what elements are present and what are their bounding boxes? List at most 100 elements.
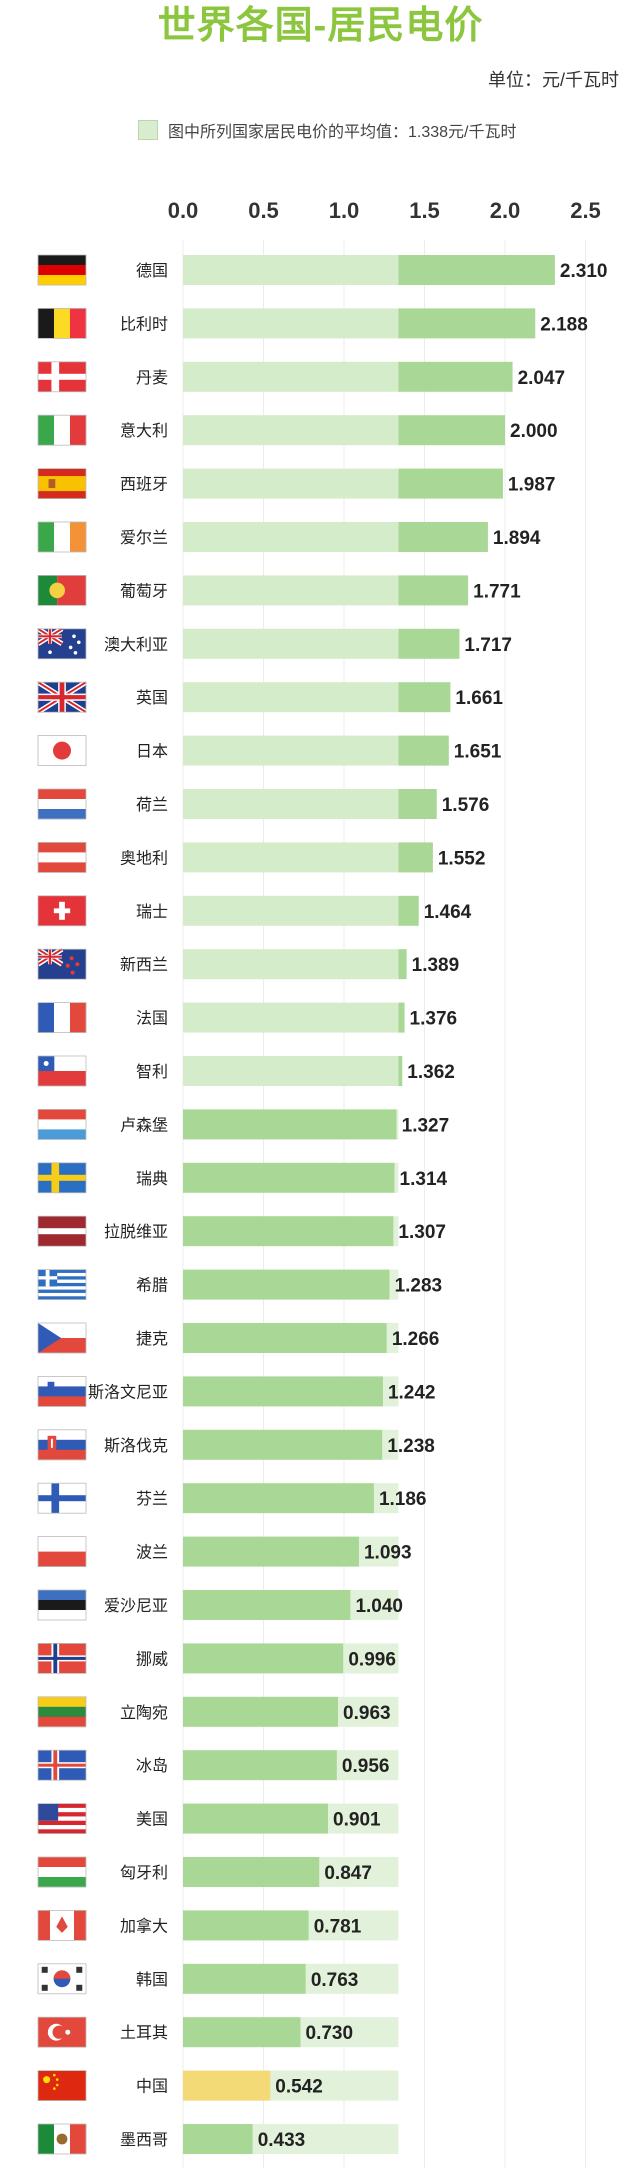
value-label: 0.901	[333, 1810, 381, 1831]
average-band	[343, 1643, 399, 1674]
norway-flag-icon	[37, 1643, 87, 1674]
country-label: 爱沙尼亚	[104, 1597, 168, 1615]
value-label: 1.389	[412, 955, 460, 976]
bar	[398, 308, 536, 339]
bar	[183, 2017, 301, 2048]
legend-label: 图中所列国家居民电价的平均值：1.338元/千瓦时	[168, 124, 517, 141]
estonia-flag-icon	[37, 1589, 87, 1621]
bar	[183, 1376, 383, 1407]
average-band	[394, 1162, 399, 1193]
country-label: 斯洛文尼亚	[88, 1383, 168, 1401]
iceland-flag-icon	[37, 1749, 87, 1781]
country-label: 拉脱维亚	[104, 1223, 168, 1241]
value-label: 1.894	[493, 528, 541, 549]
average-band	[319, 1857, 399, 1887]
bar	[183, 1857, 320, 1887]
mexico-flag-icon	[37, 2123, 87, 2155]
value-label: 1.717	[464, 635, 512, 656]
average-band	[252, 2124, 399, 2154]
china-flag-icon	[37, 2070, 87, 2102]
value-label: 0.433	[258, 2130, 306, 2151]
bar	[183, 1536, 359, 1567]
country-label: 日本	[136, 743, 168, 761]
bar	[183, 1590, 351, 1620]
value-label: 1.040	[355, 1596, 403, 1617]
average-band	[328, 1803, 399, 1834]
france-flag-icon	[37, 1002, 87, 1033]
country-label: 新西兰	[120, 956, 168, 974]
average-band	[350, 1590, 399, 1620]
bar-segment-below-average	[183, 575, 399, 606]
page-title: 世界各国-居民电价	[157, 5, 484, 47]
netherlands-flag-icon	[37, 788, 87, 820]
value-label: 1.242	[388, 1382, 436, 1403]
bar	[398, 789, 437, 819]
bar	[183, 2124, 253, 2154]
country-label: 希腊	[136, 1277, 168, 1295]
value-label: 1.093	[364, 1543, 412, 1564]
value-label: 1.266	[392, 1329, 440, 1350]
country-label: 比利时	[120, 315, 168, 333]
country-label: 爱尔兰	[120, 529, 168, 547]
bar	[183, 1216, 394, 1247]
finland-flag-icon	[37, 1482, 87, 1514]
country-label: 西班牙	[120, 476, 168, 494]
korea-flag-icon	[37, 1963, 87, 1995]
latvia-flag-icon	[37, 1215, 87, 1247]
bar	[398, 895, 419, 926]
bar	[398, 468, 503, 499]
bar	[183, 1323, 387, 1353]
ireland-flag-icon	[37, 521, 87, 553]
average-band	[382, 1376, 399, 1407]
bar	[183, 1910, 309, 1941]
slovakia-flag-icon	[37, 1429, 87, 1461]
bar	[183, 1429, 383, 1460]
bar-segment-below-average	[183, 735, 399, 766]
country-label: 瑞典	[136, 1170, 168, 1188]
bar-segment-below-average	[183, 415, 399, 446]
average-band	[305, 1963, 399, 1994]
bar	[398, 628, 460, 659]
unit-label: 单位：元/千瓦时	[487, 70, 619, 90]
bar	[183, 1696, 339, 1727]
bar	[183, 2070, 271, 2101]
country-label: 立陶宛	[120, 1704, 168, 1722]
bar-segment-below-average	[183, 361, 399, 392]
bar-segment-below-average	[183, 1002, 399, 1033]
italy-flag-icon	[37, 414, 87, 446]
bar	[398, 522, 488, 552]
bar-segment-below-average	[183, 842, 399, 873]
australia-flag-icon	[36, 626, 87, 660]
x-tick-label: 1.0	[329, 198, 360, 223]
bar	[398, 949, 407, 980]
value-label: 1.238	[387, 1436, 435, 1457]
value-label: 1.327	[402, 1115, 450, 1136]
bar	[183, 1269, 390, 1300]
bar-segment-below-average	[183, 255, 399, 285]
average-band	[358, 1536, 399, 1567]
slovenia-flag-icon	[37, 1376, 87, 1407]
austria-flag-icon	[37, 842, 87, 873]
bar	[398, 682, 451, 713]
bar	[398, 842, 433, 873]
value-label: 0.963	[343, 1703, 391, 1724]
average-band	[300, 2017, 399, 2048]
bar-segment-below-average	[183, 895, 399, 926]
bar	[398, 1056, 403, 1086]
country-label: 匈牙利	[120, 1864, 168, 1882]
bar-segment-below-average	[183, 308, 399, 339]
bar	[183, 1162, 395, 1193]
x-tick-label: 2.5	[570, 198, 601, 223]
value-label: 2.188	[540, 314, 588, 335]
bar-segment-below-average	[183, 682, 399, 713]
bar-segment-below-average	[183, 628, 399, 659]
country-label: 挪威	[136, 1650, 168, 1668]
country-label: 土耳其	[120, 2024, 168, 2042]
country-label: 波兰	[136, 1544, 168, 1562]
value-label: 1.376	[410, 1009, 458, 1030]
new-zealand-flag-icon	[36, 947, 87, 980]
usa-flag-icon	[37, 1803, 87, 1834]
value-label: 0.996	[348, 1649, 396, 1670]
country-label: 瑞士	[136, 903, 168, 921]
